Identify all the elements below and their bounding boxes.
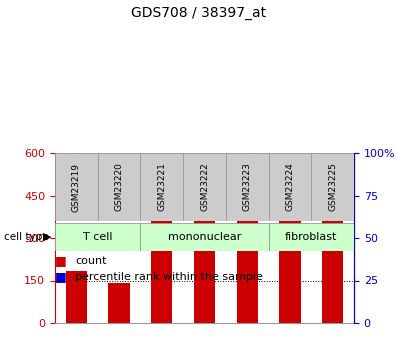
Point [244, 186, 250, 191]
Text: GSM23224: GSM23224 [285, 162, 295, 211]
Bar [269, 153, 311, 221]
Point [330, 186, 336, 191]
Bar [183, 153, 226, 221]
Bar [269, 223, 354, 251]
Text: percentile rank within the sample: percentile rank within the sample [75, 272, 263, 282]
Bar [311, 153, 354, 221]
Bar [236, 188, 258, 323]
Bar [151, 163, 172, 323]
Point [287, 186, 293, 191]
Bar [66, 270, 87, 323]
Bar [194, 164, 215, 323]
Text: GDS708 / 38397_at: GDS708 / 38397_at [131, 6, 267, 20]
Text: ■: ■ [55, 255, 67, 267]
Text: GSM23221: GSM23221 [157, 162, 166, 211]
Text: GSM23219: GSM23219 [72, 162, 81, 211]
Text: cell type: cell type [4, 232, 49, 242]
Point [158, 186, 165, 191]
Text: fibroblast: fibroblast [285, 232, 338, 242]
Text: GSM23225: GSM23225 [328, 162, 337, 211]
Point [116, 232, 122, 237]
Bar [55, 223, 140, 251]
Bar [140, 153, 183, 221]
Point [73, 227, 80, 232]
Text: ▶: ▶ [43, 232, 51, 242]
Bar [279, 187, 300, 323]
Text: T cell: T cell [83, 232, 113, 242]
Bar [322, 188, 343, 323]
Text: GSM23223: GSM23223 [243, 162, 252, 211]
Bar [108, 283, 130, 323]
Bar [98, 153, 140, 221]
Point [201, 186, 208, 191]
Text: GSM23220: GSM23220 [115, 162, 123, 211]
Text: count: count [75, 256, 106, 266]
Text: GSM23222: GSM23222 [200, 162, 209, 211]
Bar [226, 153, 269, 221]
Bar [55, 153, 98, 221]
Bar [140, 223, 269, 251]
Text: ■: ■ [55, 270, 67, 284]
Text: mononuclear: mononuclear [168, 232, 241, 242]
